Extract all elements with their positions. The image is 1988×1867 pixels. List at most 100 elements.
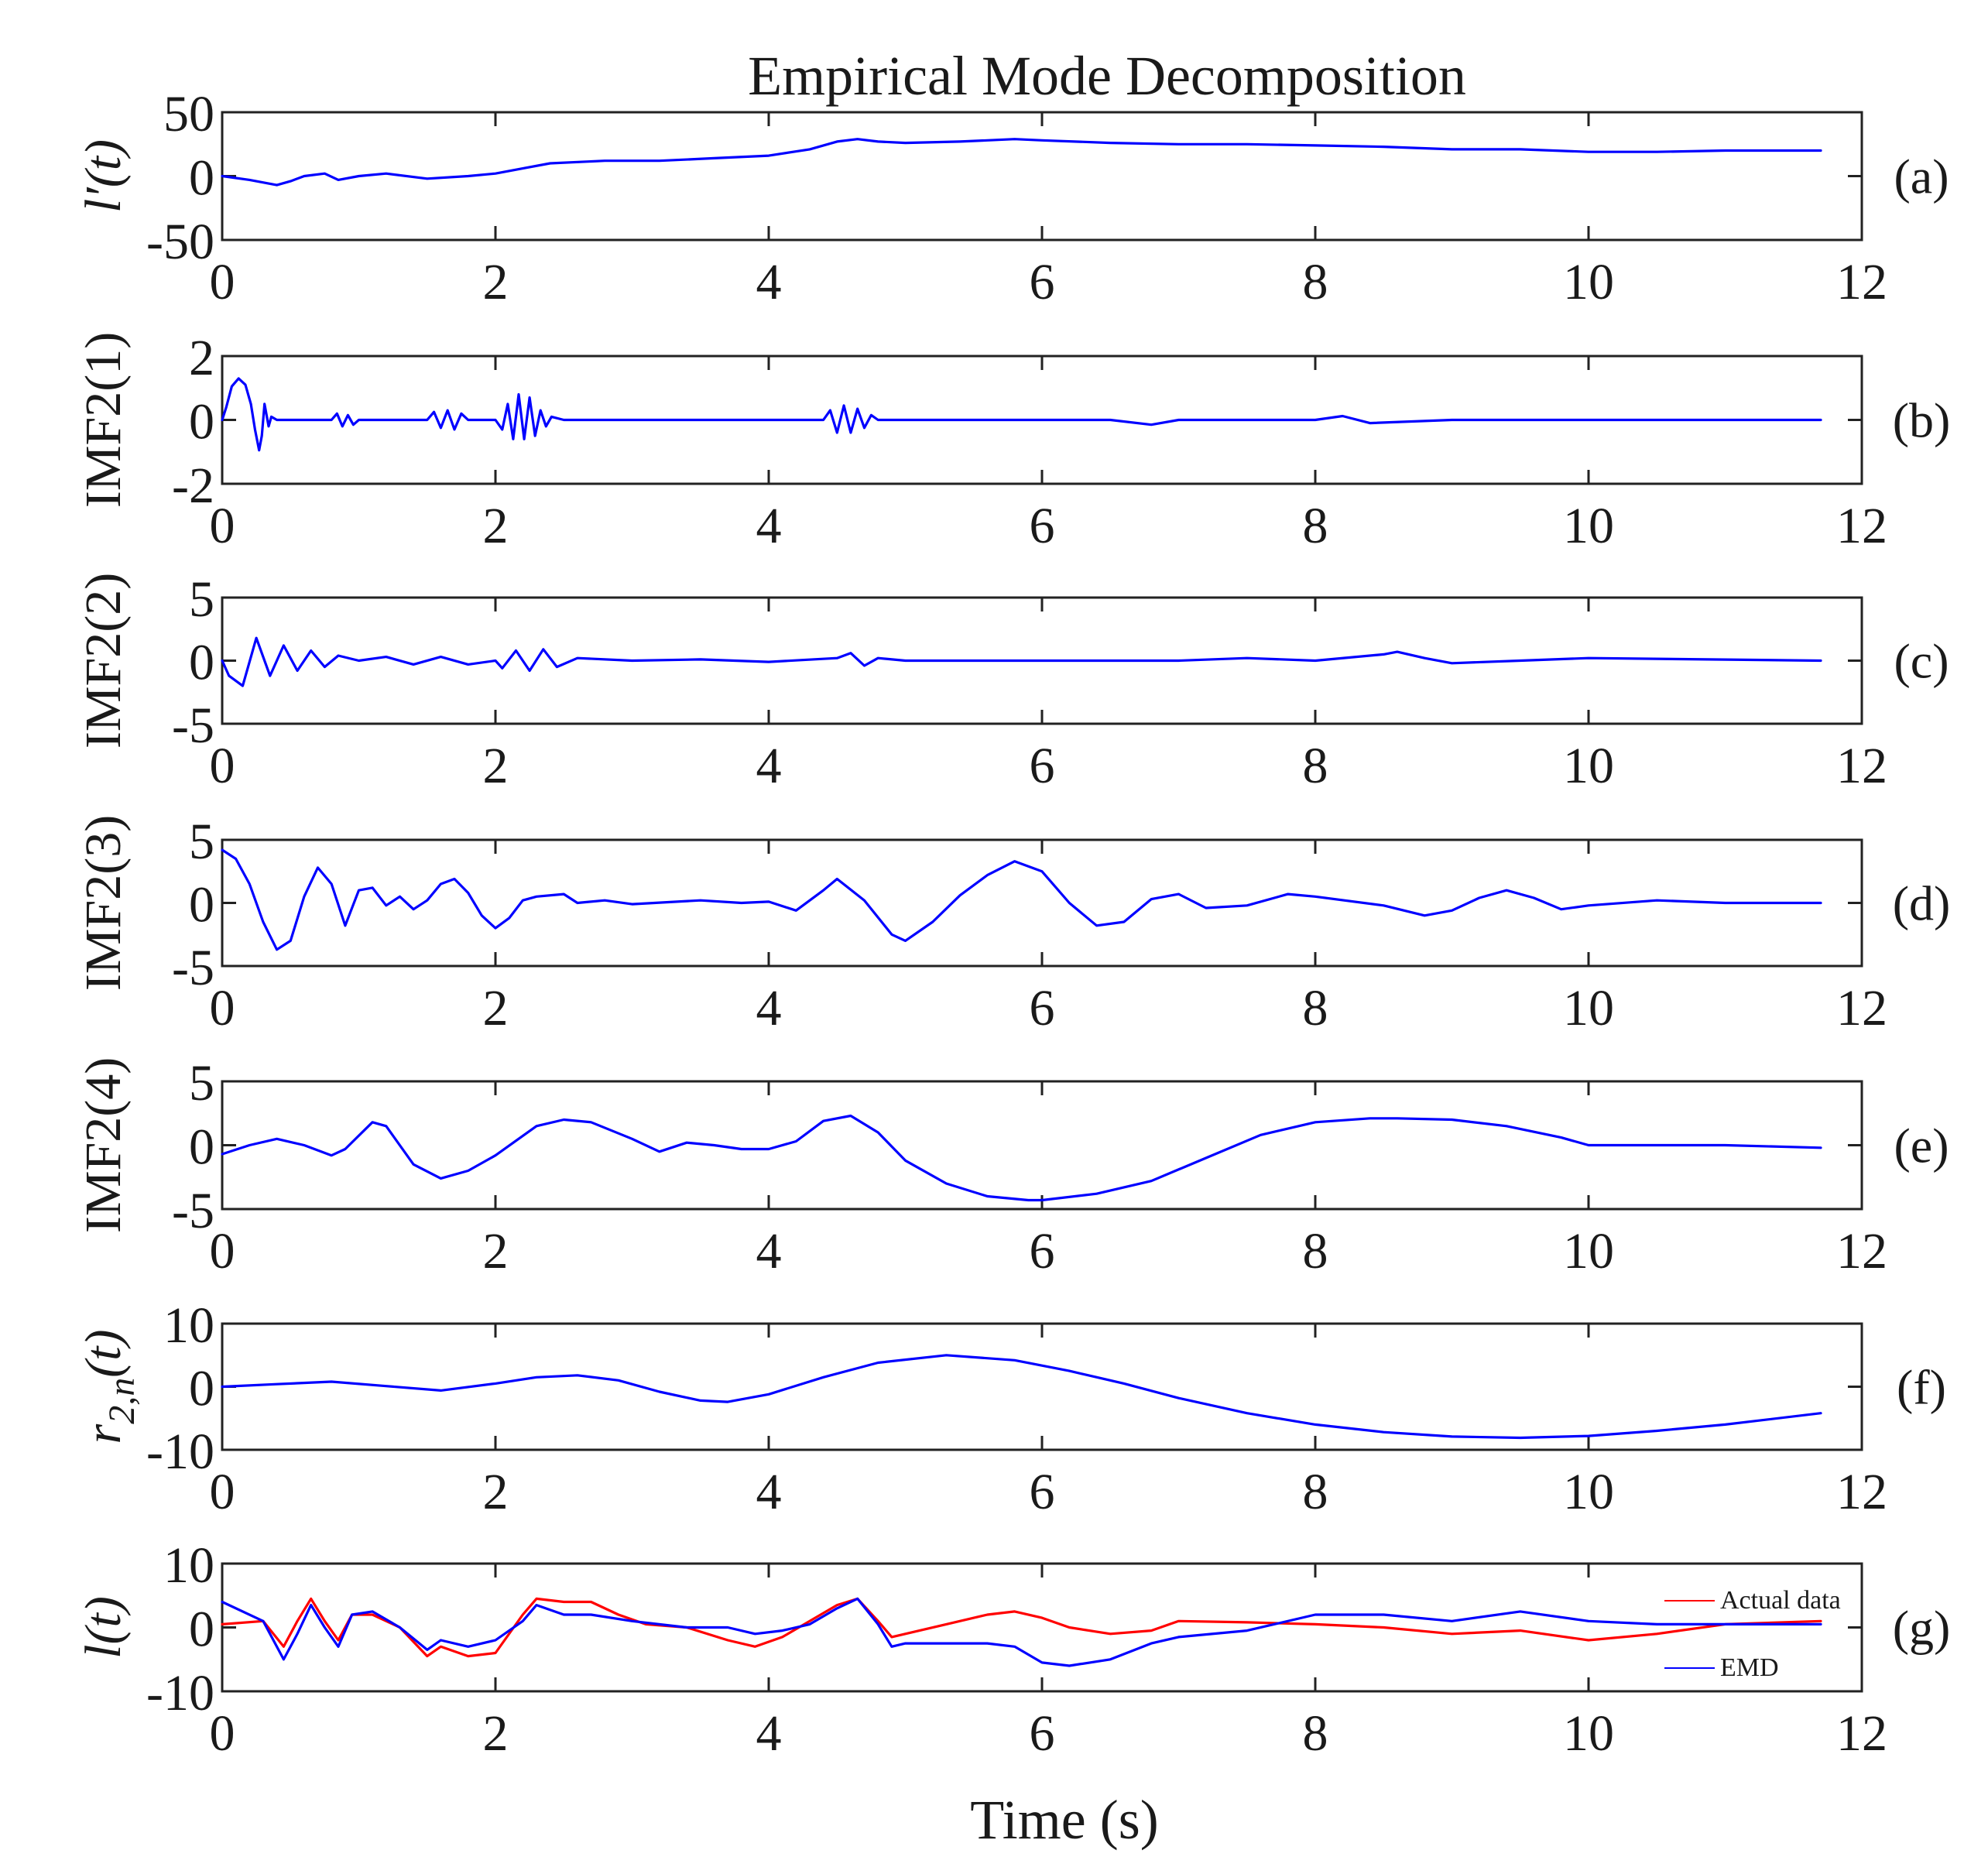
- y-tick-label: 10: [163, 1537, 214, 1594]
- x-tick-label: 6: [1030, 254, 1055, 310]
- x-tick-label: 6: [1030, 1464, 1055, 1520]
- x-tick-label: 2: [483, 1705, 509, 1762]
- x-tick-label: 12: [1836, 1464, 1887, 1520]
- x-tick-label: 6: [1030, 980, 1055, 1036]
- x-tick-label: 0: [210, 498, 235, 554]
- x-tick-label: 2: [483, 1464, 509, 1520]
- x-tick-label: 8: [1303, 980, 1328, 1036]
- legend-entry: Actual data: [1720, 1586, 1841, 1615]
- x-tick-label: 6: [1030, 1223, 1055, 1279]
- x-tick-label: 10: [1563, 254, 1614, 310]
- y-tick-label: 0: [189, 1119, 214, 1176]
- y-label-argument: (t): [75, 1330, 132, 1378]
- y-tick-label: 5: [189, 571, 214, 628]
- y-tick-label: 5: [189, 1055, 214, 1112]
- x-tick-label: 10: [1563, 980, 1614, 1036]
- y-tick-label: 0: [189, 394, 214, 450]
- y-tick-label: -5: [172, 1183, 214, 1239]
- x-tick-label: 4: [756, 254, 782, 310]
- x-tick-label: 8: [1303, 498, 1328, 554]
- y-tick-label: -5: [172, 940, 214, 996]
- panel-label: (c): [1894, 634, 1949, 689]
- panel-label: (b): [1893, 393, 1951, 448]
- x-tick-label: 12: [1836, 1223, 1887, 1279]
- y-tick-label: 10: [163, 1297, 214, 1354]
- y-label-subscript: 2,n: [101, 1378, 142, 1424]
- y-axis-label: l′(t): [75, 139, 132, 213]
- x-tick-label: 4: [756, 1223, 782, 1279]
- y-axis-label: IMF2(4): [75, 1057, 132, 1233]
- panel-label: (a): [1894, 149, 1949, 204]
- series-line-imf2-4-: [221, 1114, 1822, 1202]
- y-tick-label: 0: [189, 150, 214, 207]
- x-tick-label: 2: [483, 254, 509, 310]
- series-line-actual-data: [221, 1597, 1822, 1658]
- y-tick-label: 0: [189, 877, 214, 933]
- panel-label: (d): [1893, 876, 1951, 931]
- y-tick-label: -10: [146, 1665, 214, 1721]
- series-line-imf2-3-: [221, 848, 1822, 951]
- panel-label: (e): [1894, 1118, 1949, 1173]
- legend: Actual data EMD: [1664, 1586, 1841, 1682]
- x-tick-label: 8: [1303, 738, 1328, 794]
- y-tick-label: 0: [189, 1361, 214, 1417]
- series-line-imf2-2-: [221, 636, 1822, 687]
- x-tick-label: 4: [756, 498, 782, 554]
- panel-label: (f): [1897, 1360, 1946, 1415]
- x-tick-label: 6: [1030, 1705, 1055, 1762]
- x-tick-label: 12: [1836, 254, 1887, 310]
- x-tick-label: 8: [1303, 1223, 1328, 1279]
- x-tick-label: 12: [1836, 980, 1887, 1036]
- x-tick-label: 12: [1836, 498, 1887, 554]
- axes-frame: [221, 1562, 1863, 1693]
- y-axis-label: IMF2(2): [75, 573, 132, 749]
- series-line-emd: [221, 1597, 1822, 1667]
- series-line-imf2-1-: [221, 377, 1822, 452]
- x-tick-label: 0: [210, 738, 235, 794]
- x-tick-label: 0: [210, 1464, 235, 1520]
- x-tick-label: 0: [210, 1223, 235, 1279]
- y-axis-label: l(t): [75, 1596, 132, 1659]
- y-axis-label: r2,n(t): [75, 1330, 142, 1444]
- x-tick-label: 10: [1563, 1464, 1614, 1520]
- series-line-l-t-: [221, 138, 1822, 187]
- x-tick-label: 10: [1563, 498, 1614, 554]
- x-tick-label: 10: [1563, 1705, 1614, 1762]
- y-tick-label: 0: [189, 635, 214, 691]
- y-label-base: r: [75, 1423, 132, 1444]
- x-tick-label: 12: [1836, 1705, 1887, 1762]
- y-axis-label: IMF2(3): [75, 815, 132, 991]
- y-tick-label: -2: [172, 457, 214, 514]
- x-tick-label: 8: [1303, 1705, 1328, 1762]
- x-tick-label: 10: [1563, 738, 1614, 794]
- x-tick-label: 2: [483, 980, 509, 1036]
- x-tick-label: 0: [210, 1705, 235, 1762]
- x-tick-label: 10: [1563, 1223, 1614, 1279]
- x-tick-label: 2: [483, 738, 509, 794]
- x-tick-label: 0: [210, 980, 235, 1036]
- x-tick-label: 6: [1030, 738, 1055, 794]
- x-tick-label: 6: [1030, 498, 1055, 554]
- panel-label: (g): [1893, 1601, 1951, 1656]
- chart-title: Empirical Mode Decomposition: [748, 45, 1466, 107]
- x-tick-label: 8: [1303, 254, 1328, 310]
- y-tick-label: 50: [163, 86, 214, 142]
- x-tick-label: 4: [756, 738, 782, 794]
- y-tick-label: 5: [189, 814, 214, 870]
- y-tick-label: 0: [189, 1602, 214, 1658]
- x-tick-label: 4: [756, 1464, 782, 1520]
- x-tick-label: 8: [1303, 1464, 1328, 1520]
- x-tick-label: 12: [1836, 738, 1887, 794]
- y-tick-label: 2: [189, 330, 214, 386]
- x-tick-label: 4: [756, 980, 782, 1036]
- y-tick-label: -5: [172, 697, 214, 754]
